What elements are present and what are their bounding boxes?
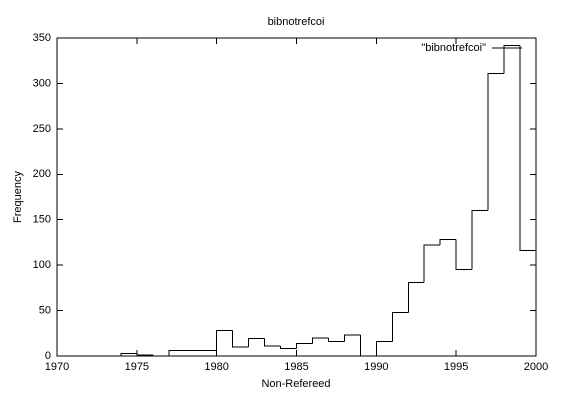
histogram-step	[232, 330, 249, 348]
histogram-step	[487, 72, 505, 211]
y-tick-label: 350	[33, 32, 51, 44]
legend-label: "bibnotrefcoi"	[421, 42, 486, 54]
histogram-step	[280, 346, 297, 350]
histogram-step	[136, 353, 153, 356]
histogram-step	[152, 355, 169, 357]
histogram-step	[359, 335, 377, 357]
histogram-step	[423, 244, 441, 283]
x-tick-label: 1985	[284, 361, 308, 373]
histogram-step	[296, 342, 313, 349]
y-tick-label: 200	[33, 168, 51, 180]
y-tick-label: 150	[33, 214, 51, 226]
histogram-step	[216, 330, 233, 351]
histogram-step	[519, 45, 537, 356]
y-tick-label: 50	[39, 304, 51, 316]
histogram-step	[407, 281, 425, 313]
y-tick-label: 0	[45, 350, 51, 362]
x-tick-label: 2000	[524, 361, 548, 373]
histogram-step	[391, 311, 409, 342]
histogram-step	[503, 44, 521, 74]
histogram-step	[439, 239, 457, 246]
x-tick-label: 1975	[125, 361, 149, 373]
histogram-step	[455, 239, 473, 271]
y-tick-label: 100	[33, 259, 51, 271]
y-tick-label: 300	[33, 77, 51, 89]
histogram-step	[168, 350, 185, 356]
histogram-step	[264, 338, 281, 347]
histogram-step	[343, 334, 361, 342]
x-axis-label: Non-Refereed	[261, 378, 330, 390]
histogram-step	[120, 352, 137, 356]
x-tick-label: 1970	[45, 361, 69, 373]
chart-title: bibnotrefcoi	[268, 16, 325, 28]
y-axis-label: Frequency	[12, 171, 24, 223]
x-tick-label: 1980	[204, 361, 228, 373]
histogram-step	[375, 340, 393, 356]
x-tick-label: 1990	[364, 361, 388, 373]
histogram-step	[248, 338, 265, 347]
y-tick-label: 250	[33, 123, 51, 135]
histogram-step	[327, 337, 345, 342]
x-tick-label: 1995	[444, 361, 468, 373]
histogram-step	[311, 337, 329, 344]
histogram-step	[471, 210, 489, 270]
